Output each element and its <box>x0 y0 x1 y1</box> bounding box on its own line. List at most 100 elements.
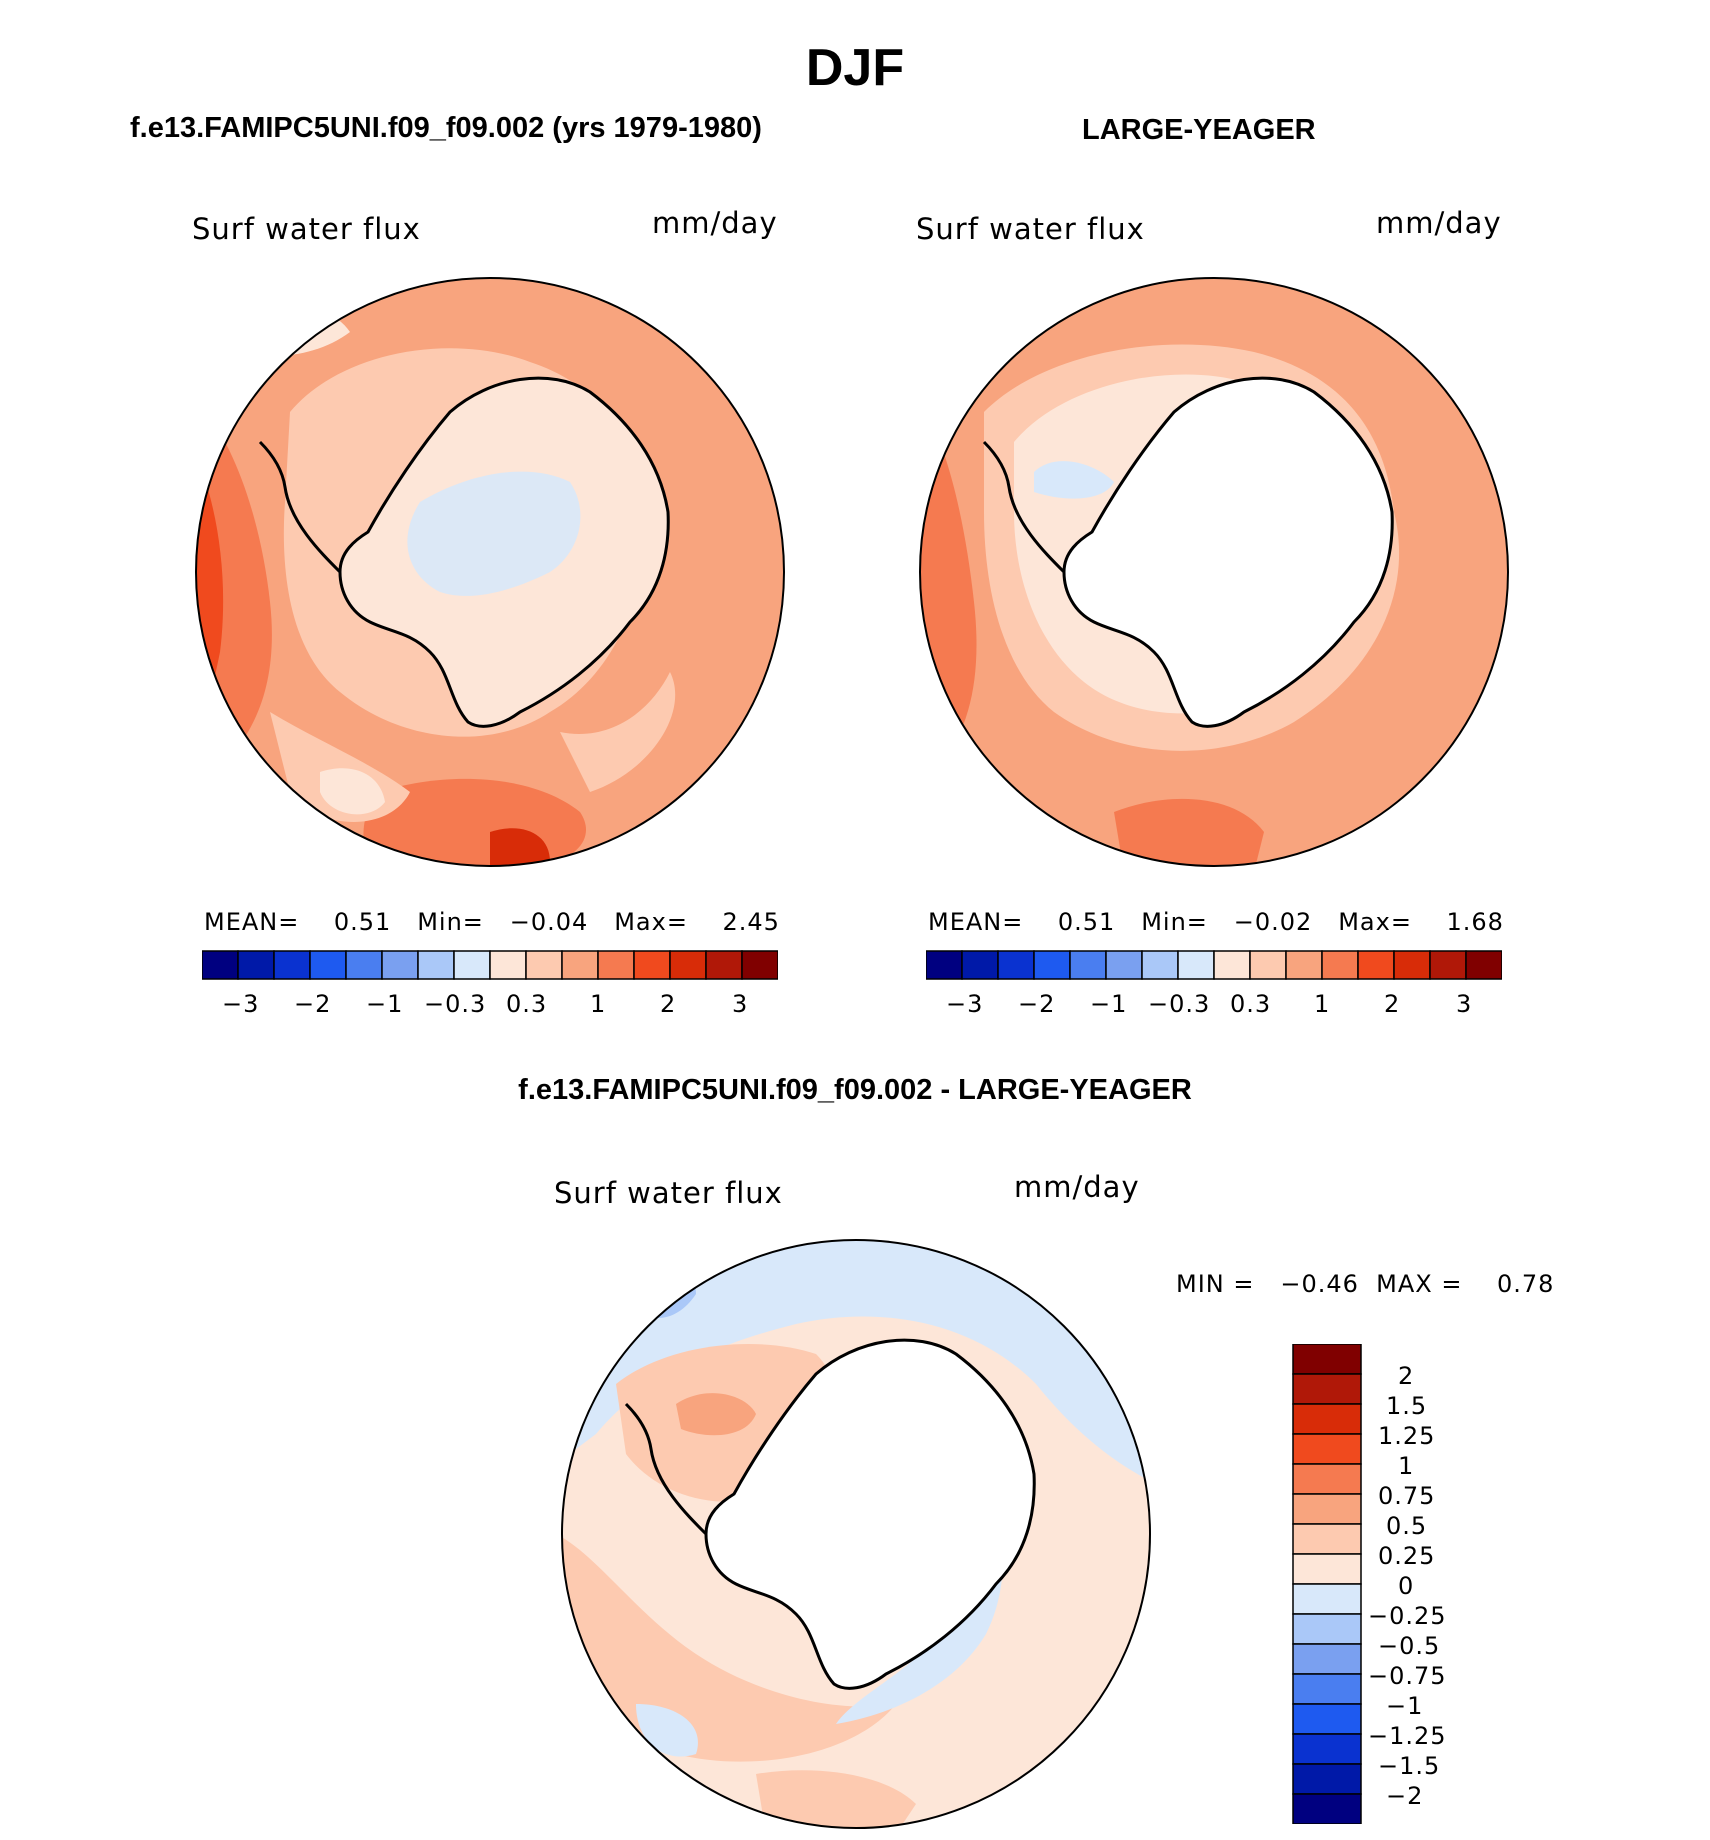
diff-cb-label: 2 <box>1398 1362 1415 1390</box>
colorbar-swatch <box>1292 1433 1362 1465</box>
colorbar-swatch <box>1292 1733 1362 1765</box>
colorbar-swatch <box>1292 1703 1362 1735</box>
diff-polar-map <box>561 1239 1151 1829</box>
colorbar-swatch <box>1292 1553 1362 1585</box>
colorbar-swatch <box>1249 950 1287 980</box>
colorbar-swatch <box>453 950 491 980</box>
diff-cb-label: −2 <box>1386 1782 1424 1810</box>
colorbar-swatch <box>1292 1673 1362 1705</box>
colorbar-swatch <box>1292 1493 1362 1525</box>
obs-variable-label: Surf water flux <box>916 212 1145 246</box>
colorbar-swatch <box>1292 1763 1362 1795</box>
obs-tick: −0.3 <box>1148 990 1211 1018</box>
colorbar-swatch <box>1429 950 1467 980</box>
obs-panel-title: LARGE-YEAGER <box>1082 114 1316 146</box>
colorbar-swatch <box>237 950 275 980</box>
model-tick: 2 <box>660 990 677 1018</box>
diff-cb-label: 1.25 <box>1378 1422 1436 1450</box>
colorbar-swatch <box>926 950 963 980</box>
diff-antarctica <box>704 1338 1036 1690</box>
model-units-label: mm/day <box>652 206 778 240</box>
colorbar-swatch <box>309 950 347 980</box>
model-tick: −0.3 <box>424 990 487 1018</box>
diff-colorbar <box>1292 1344 1362 1824</box>
model-stats: MEAN= 0.51 Min= −0.04 Max= 2.45 <box>204 908 780 936</box>
colorbar-swatch <box>1292 1793 1362 1824</box>
obs-tick: 2 <box>1384 990 1401 1018</box>
colorbar-swatch <box>1177 950 1215 980</box>
colorbar-swatch <box>1292 1583 1362 1615</box>
diff-variable-label: Surf water flux <box>554 1176 783 1210</box>
model-tick: −2 <box>294 990 332 1018</box>
colorbar-swatch <box>202 950 239 980</box>
diff-cb-label: −0.5 <box>1378 1632 1441 1660</box>
obs-tick: −2 <box>1018 990 1056 1018</box>
page-title: DJF <box>805 39 905 97</box>
model-polar-map <box>195 277 785 867</box>
colorbar-swatch <box>1292 1643 1362 1675</box>
model-tick: 1 <box>590 990 607 1018</box>
colorbar-swatch <box>1141 950 1179 980</box>
colorbar-swatch <box>1292 1613 1362 1645</box>
colorbar-swatch <box>561 950 599 980</box>
colorbar-swatch <box>1285 950 1323 980</box>
diff-cb-label: 0 <box>1398 1572 1415 1600</box>
obs-tick: 0.3 <box>1230 990 1272 1018</box>
colorbar-swatch <box>1292 1463 1362 1495</box>
colorbar-swatch <box>1213 950 1251 980</box>
colorbar-swatch <box>1069 950 1107 980</box>
model-tick: 0.3 <box>506 990 548 1018</box>
diff-cb-label: −1 <box>1386 1692 1424 1720</box>
diff-cb-label: −0.25 <box>1368 1602 1447 1630</box>
diff-units-label: mm/day <box>1014 1170 1140 1204</box>
colorbar-swatch <box>489 950 527 980</box>
model-variable-label: Surf water flux <box>192 212 421 246</box>
colorbar-swatch <box>1465 950 1502 980</box>
diff-cb-label: 0.75 <box>1378 1482 1436 1510</box>
colorbar-swatch <box>705 950 743 980</box>
colorbar-swatch <box>633 950 671 980</box>
colorbar-swatch <box>525 950 563 980</box>
diff-cb-label: −1.5 <box>1378 1752 1441 1780</box>
colorbar-swatch <box>669 950 707 980</box>
obs-tick: 3 <box>1456 990 1473 1018</box>
model-panel-title: f.e13.FAMIPC5UNI.f09_f09.002 (yrs 1979-1… <box>130 112 762 144</box>
colorbar-swatch <box>417 950 455 980</box>
colorbar-swatch <box>741 950 778 980</box>
colorbar-swatch <box>1292 1523 1362 1555</box>
diff-cb-label: 0.5 <box>1386 1512 1428 1540</box>
obs-tick: 1 <box>1314 990 1331 1018</box>
obs-tick: −1 <box>1090 990 1128 1018</box>
diff-cb-label: −0.75 <box>1368 1662 1447 1690</box>
colorbar-swatch <box>1357 950 1395 980</box>
obs-polar-map <box>919 277 1509 867</box>
colorbar-swatch <box>1292 1373 1362 1405</box>
colorbar-swatch <box>1033 950 1071 980</box>
obs-units-label: mm/day <box>1376 206 1502 240</box>
diff-cb-label: 1.5 <box>1386 1392 1428 1420</box>
model-tick: −3 <box>222 990 260 1018</box>
colorbar-swatch <box>345 950 383 980</box>
colorbar-swatch <box>597 950 635 980</box>
model-colorbar <box>202 950 778 980</box>
colorbar-swatch <box>1105 950 1143 980</box>
diff-cb-label: 0.25 <box>1378 1542 1436 1570</box>
colorbar-swatch <box>1321 950 1359 980</box>
diff-cb-label: 1 <box>1398 1452 1415 1480</box>
diff-cb-label: −1.25 <box>1368 1722 1447 1750</box>
model-tick: −1 <box>366 990 404 1018</box>
obs-colorbar <box>926 950 1502 980</box>
colorbar-swatch <box>1292 1403 1362 1435</box>
colorbar-swatch <box>961 950 999 980</box>
diff-stats: MIN = −0.46 MAX = 0.78 <box>1176 1270 1555 1298</box>
colorbar-swatch <box>381 950 419 980</box>
model-tick: 3 <box>732 990 749 1018</box>
colorbar-swatch <box>997 950 1035 980</box>
obs-tick: −3 <box>946 990 984 1018</box>
obs-stats: MEAN= 0.51 Min= −0.02 Max= 1.68 <box>928 908 1504 936</box>
colorbar-swatch <box>273 950 311 980</box>
colorbar-swatch <box>1393 950 1431 980</box>
colorbar-swatch <box>1292 1344 1362 1375</box>
obs-antarctica <box>1062 376 1394 728</box>
diff-panel-title: f.e13.FAMIPC5UNI.f09_f09.002 - LARGE-YEA… <box>518 1074 1192 1106</box>
